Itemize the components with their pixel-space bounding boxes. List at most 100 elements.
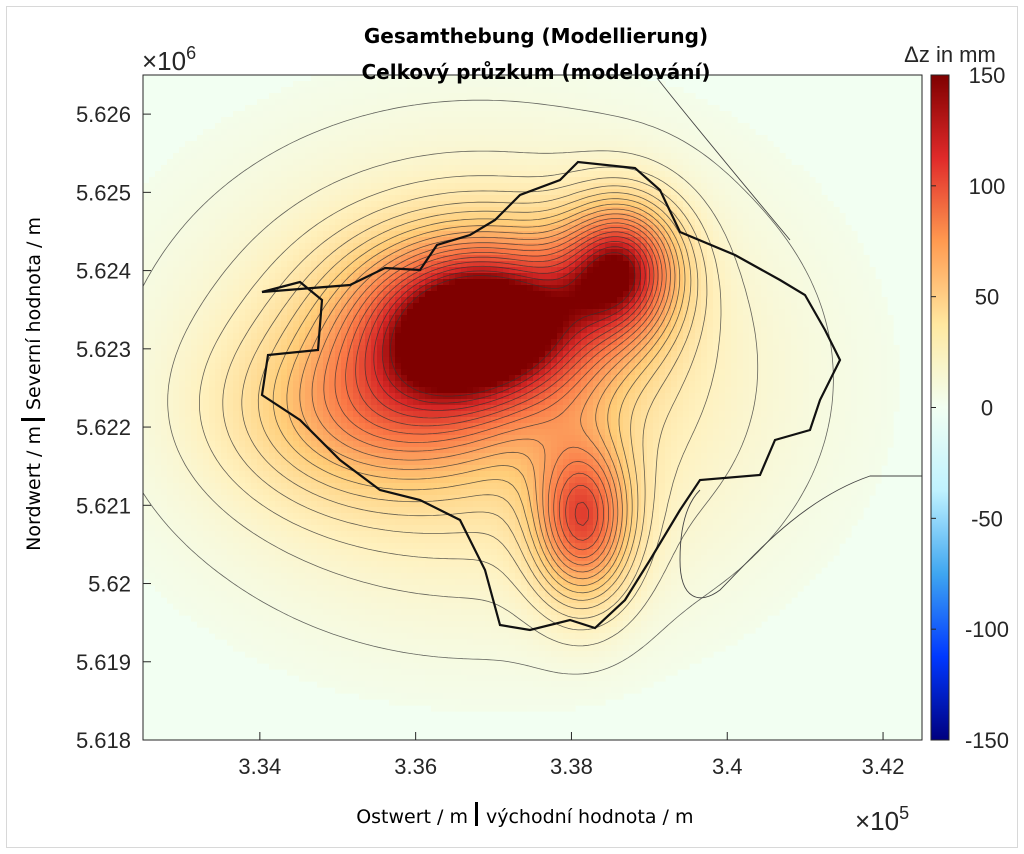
contour-cell [581, 81, 588, 88]
contour-cell [761, 243, 768, 250]
contour-cell [299, 339, 306, 346]
contour-cell [623, 105, 630, 112]
contour-cell [707, 315, 714, 322]
contour-cell [275, 267, 282, 274]
contour-cell [611, 279, 618, 286]
contour-cell [407, 123, 414, 130]
contour-cell [395, 255, 402, 262]
contour-cell [635, 183, 642, 190]
contour-cell [329, 141, 336, 148]
contour-cell [155, 345, 162, 352]
contour-cell [191, 249, 198, 256]
contour-cell [773, 153, 780, 160]
contour-cell [185, 171, 192, 178]
contour-cell [323, 225, 330, 232]
contour-cell [185, 177, 192, 184]
contour-cell [797, 201, 804, 208]
contour-cell [323, 333, 330, 340]
contour-cell [659, 123, 666, 130]
contour-cell [515, 261, 522, 268]
contour-cell [293, 243, 300, 250]
contour-cell [743, 225, 750, 232]
contour-cell [737, 231, 744, 238]
contour-cell [185, 303, 192, 310]
contour-cell [257, 117, 264, 124]
contour-cell [281, 183, 288, 190]
contour-cell [359, 189, 366, 196]
contour-cell [575, 177, 582, 184]
contour-cell [413, 315, 420, 322]
contour-cell [149, 225, 156, 232]
contour-cell [749, 333, 756, 340]
contour-cell [431, 303, 438, 310]
contour-cell [545, 219, 552, 226]
contour-cell [749, 129, 756, 136]
contour-cell [179, 159, 186, 166]
contour-cell [365, 231, 372, 238]
contour-cell [389, 201, 396, 208]
contour-cell [371, 315, 378, 322]
contour-cell [413, 309, 420, 316]
contour-cell [779, 297, 786, 304]
contour-cell [335, 75, 342, 82]
contour-cell [641, 321, 648, 328]
contour-cell [509, 93, 516, 100]
contour-cell [347, 123, 354, 130]
contour-cell [359, 93, 366, 100]
contour-cell [677, 129, 684, 136]
contour-cell [419, 165, 426, 172]
contour-cell [611, 165, 618, 172]
contour-cell [413, 303, 420, 310]
contour-cell [185, 147, 192, 154]
contour-cell [617, 117, 624, 124]
contour-cell [701, 171, 708, 178]
contour-cell [497, 285, 504, 292]
contour-cell [407, 135, 414, 142]
contour-cell [167, 225, 174, 232]
contour-cell [311, 87, 318, 94]
contour-cell [605, 267, 612, 274]
contour-cell [749, 183, 756, 190]
contour-cell [233, 237, 240, 244]
contour-cell [695, 105, 702, 112]
contour-cell [647, 165, 654, 172]
contour-cell [821, 261, 828, 268]
contour-cell [563, 135, 570, 142]
contour-cell [743, 339, 750, 346]
contour-cell [455, 297, 462, 304]
contour-cell [863, 273, 870, 280]
contour-cell [359, 219, 366, 226]
contour-cell [749, 345, 756, 352]
contour-cell [497, 327, 504, 334]
contour-cell [305, 153, 312, 160]
contour-cell [827, 273, 834, 280]
contour-cell [503, 111, 510, 118]
contour-cell [695, 165, 702, 172]
contour-cell [377, 153, 384, 160]
contour-cell [623, 93, 630, 100]
contour-cell [287, 213, 294, 220]
contour-cell [347, 105, 354, 112]
contour-cell [407, 225, 414, 232]
contour-cell [191, 141, 198, 148]
contour-cell [815, 303, 822, 310]
contour-cell [293, 225, 300, 232]
contour-cell [365, 147, 372, 154]
contour-cell [215, 219, 222, 226]
contour-cell [263, 261, 270, 268]
contour-cell [659, 183, 666, 190]
contour-cell [347, 117, 354, 124]
contour-cell [359, 327, 366, 334]
contour-cell [821, 303, 828, 310]
contour-cell [683, 159, 690, 166]
contour-cell [221, 165, 228, 172]
contour-cell [281, 339, 288, 346]
contour-cell [797, 327, 804, 334]
contour-cell [719, 285, 726, 292]
contour-cell [521, 231, 528, 238]
contour-cell [401, 165, 408, 172]
contour-cell [485, 177, 492, 184]
contour-cell [449, 309, 456, 316]
contour-cell [515, 309, 522, 316]
contour-cell [443, 279, 450, 286]
